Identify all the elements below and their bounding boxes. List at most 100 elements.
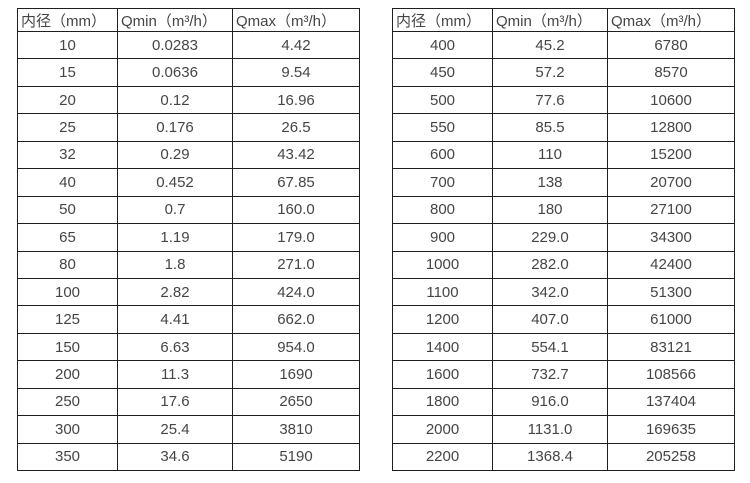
cell-qmax: 179.0: [232, 223, 360, 252]
cell-diameter: 1100: [392, 277, 493, 307]
cell-qmin: 4.41: [117, 305, 233, 334]
cell-qmin: 25.4: [117, 415, 233, 444]
cell-qmin: 17.6: [117, 387, 233, 417]
cell-qmin: 1131.0: [492, 415, 608, 444]
header-row: 内径（mm） Qmin（m³/h） Qmax（m³/h）: [17, 8, 360, 32]
table-row: 20 0.12 16.96: [17, 85, 360, 115]
cell-qmax: 43.42: [232, 140, 360, 170]
cell-qmin: 732.7: [492, 360, 608, 389]
cell-qmin: 0.0283: [117, 30, 233, 60]
cell-diameter: 400: [392, 30, 493, 60]
cell-diameter: 100: [17, 277, 118, 307]
table-row: 15 0.0636 9.54: [17, 58, 360, 87]
table-row: 700 138 20700: [392, 168, 735, 197]
table-row: 350 34.6 5190: [17, 442, 360, 472]
cell-qmin: 45.2: [492, 30, 608, 60]
cell-qmax: 424.0: [232, 277, 360, 307]
cell-qmin: 1.8: [117, 250, 233, 279]
cell-diameter: 500: [392, 85, 493, 115]
table-row: 125 4.41 662.0: [17, 305, 360, 334]
cell-diameter: 900: [392, 223, 493, 252]
table-row: 150 6.63 954.0: [17, 332, 360, 362]
cell-qmin: 229.0: [492, 223, 608, 252]
cell-qmin: 57.2: [492, 58, 608, 87]
cell-qmin: 0.7: [117, 195, 233, 225]
cell-diameter: 32: [17, 140, 118, 170]
table-row: 1200 407.0 61000: [392, 305, 735, 334]
cell-qmin: 0.12: [117, 85, 233, 115]
cell-qmax: 61000: [607, 305, 735, 334]
cell-diameter: 10: [17, 30, 118, 60]
cell-qmax: 42400: [607, 250, 735, 279]
table-row: 50 0.7 160.0: [17, 195, 360, 225]
cell-qmin: 1368.4: [492, 442, 608, 472]
column-header-diameter: 内径（mm）: [392, 8, 493, 32]
table-row: 450 57.2 8570: [392, 58, 735, 87]
cell-diameter: 1400: [392, 332, 493, 362]
column-header-qmax: Qmax（m³/h）: [232, 8, 360, 32]
cell-diameter: 125: [17, 305, 118, 334]
cell-qmax: 169635: [607, 415, 735, 444]
cell-diameter: 600: [392, 140, 493, 170]
cell-diameter: 350: [17, 442, 118, 472]
cell-qmax: 2650: [232, 387, 360, 417]
cell-diameter: 150: [17, 332, 118, 362]
table-row: 1100 342.0 51300: [392, 277, 735, 307]
cell-qmin: 916.0: [492, 387, 608, 417]
cell-diameter: 80: [17, 250, 118, 279]
cell-diameter: 450: [392, 58, 493, 87]
table-row: 500 77.6 10600: [392, 85, 735, 115]
table-row: 25 0.176 26.5: [17, 113, 360, 142]
cell-diameter: 50: [17, 195, 118, 225]
table-row: 100 2.82 424.0: [17, 277, 360, 307]
cell-qmax: 954.0: [232, 332, 360, 362]
cell-qmax: 34300: [607, 223, 735, 252]
table-row: 1000 282.0 42400: [392, 250, 735, 279]
cell-qmax: 8570: [607, 58, 735, 87]
cell-diameter: 1600: [392, 360, 493, 389]
cell-diameter: 2000: [392, 415, 493, 444]
cell-qmax: 5190: [232, 442, 360, 472]
cell-qmax: 6780: [607, 30, 735, 60]
cell-diameter: 65: [17, 223, 118, 252]
header-row: 内径（mm） Qmin（m³/h） Qmax（m³/h）: [392, 8, 735, 32]
cell-qmin: 2.82: [117, 277, 233, 307]
table-row: 300 25.4 3810: [17, 415, 360, 444]
cell-qmax: 15200: [607, 140, 735, 170]
cell-qmin: 180: [492, 195, 608, 225]
cell-qmin: 554.1: [492, 332, 608, 362]
cell-qmin: 407.0: [492, 305, 608, 334]
cell-qmin: 0.29: [117, 140, 233, 170]
cell-diameter: 700: [392, 168, 493, 197]
table-row: 65 1.19 179.0: [17, 223, 360, 252]
cell-diameter: 800: [392, 195, 493, 225]
column-header-diameter: 内径（mm）: [17, 8, 118, 32]
table-row: 200 11.3 1690: [17, 360, 360, 389]
cell-diameter: 250: [17, 387, 118, 417]
flow-spec-table-large-diameters: 内径（mm） Qmin（m³/h） Qmax（m³/h） 400 45.2 6780 450…: [392, 8, 735, 472]
cell-diameter: 20: [17, 85, 118, 115]
cell-qmax: 205258: [607, 442, 735, 472]
cell-qmax: 10600: [607, 85, 735, 115]
cell-qmin: 85.5: [492, 113, 608, 142]
column-header-qmin: Qmin（m³/h）: [492, 8, 608, 32]
cell-qmin: 1.19: [117, 223, 233, 252]
cell-diameter: 2200: [392, 442, 493, 472]
table-row: 2000 1131.0 169635: [392, 415, 735, 444]
cell-qmax: 1690: [232, 360, 360, 389]
table-row: 80 1.8 271.0: [17, 250, 360, 279]
table-row: 900 229.0 34300: [392, 223, 735, 252]
table-row: 1600 732.7 108566: [392, 360, 735, 389]
cell-qmin: 282.0: [492, 250, 608, 279]
cell-qmax: 4.42: [232, 30, 360, 60]
cell-diameter: 1200: [392, 305, 493, 334]
table-row: 550 85.5 12800: [392, 113, 735, 142]
cell-diameter: 550: [392, 113, 493, 142]
cell-diameter: 300: [17, 415, 118, 444]
cell-qmax: 26.5: [232, 113, 360, 142]
cell-diameter: 200: [17, 360, 118, 389]
cell-qmin: 11.3: [117, 360, 233, 389]
cell-qmin: 110: [492, 140, 608, 170]
table-row: 10 0.0283 4.42: [17, 30, 360, 60]
